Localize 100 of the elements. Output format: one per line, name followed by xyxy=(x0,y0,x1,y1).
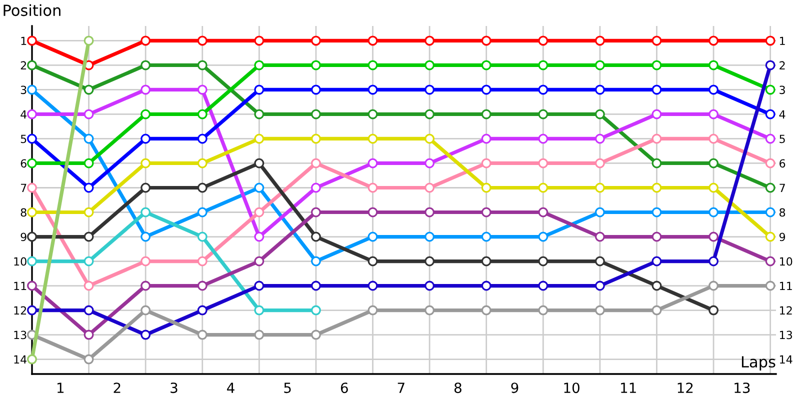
point xyxy=(84,330,94,340)
point xyxy=(254,330,264,340)
point xyxy=(652,158,662,168)
point xyxy=(538,60,548,70)
point xyxy=(481,36,492,46)
point xyxy=(765,60,776,70)
point xyxy=(424,60,435,70)
point xyxy=(197,182,208,193)
point xyxy=(765,109,776,120)
point xyxy=(197,60,208,70)
y2-tick-label: 14 xyxy=(780,355,792,364)
point xyxy=(652,207,662,218)
point xyxy=(652,305,662,316)
point xyxy=(27,256,37,266)
point xyxy=(84,256,94,266)
point xyxy=(594,182,605,193)
point xyxy=(594,36,605,46)
point xyxy=(765,84,776,95)
x-tick-label: 9 xyxy=(511,382,518,394)
point xyxy=(197,158,208,168)
point xyxy=(652,84,662,95)
point xyxy=(84,109,94,120)
y2-tick-label: 5 xyxy=(780,134,785,144)
point xyxy=(708,60,719,70)
y-tick-label: 6 xyxy=(20,159,26,168)
point xyxy=(368,207,378,218)
point xyxy=(481,207,492,218)
point xyxy=(197,134,208,144)
point xyxy=(197,280,208,291)
y-tick-label: 9 xyxy=(20,232,26,242)
point xyxy=(594,256,605,266)
point xyxy=(368,232,378,242)
y-tick-label: 11 xyxy=(14,282,26,290)
y2-tick-label: 8 xyxy=(780,208,786,217)
point xyxy=(197,207,208,218)
x-tick-label: 3 xyxy=(170,382,178,394)
point xyxy=(27,354,37,364)
point xyxy=(424,109,435,120)
point xyxy=(197,330,208,340)
point xyxy=(652,36,662,46)
point xyxy=(140,84,151,95)
point xyxy=(140,256,151,266)
point xyxy=(84,305,94,316)
point xyxy=(27,134,37,144)
x-tick-label: 4 xyxy=(227,382,234,393)
point xyxy=(254,256,264,266)
y-tick-label: 13 xyxy=(14,330,26,340)
point xyxy=(254,158,264,168)
point xyxy=(84,280,94,291)
point xyxy=(708,280,719,291)
point xyxy=(84,134,94,144)
y-axis-title: Position xyxy=(4,4,60,16)
point xyxy=(538,134,548,144)
y-tick-label: 3 xyxy=(20,86,26,94)
point xyxy=(254,84,264,95)
point xyxy=(708,158,719,168)
point xyxy=(481,158,492,168)
y-tick-label: 12 xyxy=(14,306,26,315)
x-tick-label: 11 xyxy=(621,382,636,393)
point xyxy=(708,305,719,316)
point xyxy=(481,134,492,144)
point xyxy=(481,84,492,95)
point xyxy=(140,158,151,168)
y2-tick-label: 9 xyxy=(779,232,786,242)
y-tick-label: 5 xyxy=(20,134,26,144)
point xyxy=(197,109,208,120)
point xyxy=(310,256,321,266)
point xyxy=(254,36,264,46)
point xyxy=(481,256,492,266)
y-tick-label: 2 xyxy=(20,61,26,70)
point xyxy=(310,158,321,168)
point xyxy=(310,280,321,291)
point xyxy=(84,84,94,95)
point xyxy=(538,182,548,193)
point xyxy=(368,280,378,291)
point xyxy=(27,84,37,95)
point xyxy=(594,232,605,242)
point xyxy=(368,109,378,120)
point xyxy=(765,207,776,218)
point xyxy=(84,158,94,168)
point xyxy=(652,60,662,70)
point xyxy=(424,280,435,291)
y2-tick-label: 3 xyxy=(780,86,785,94)
point xyxy=(27,36,37,46)
point xyxy=(538,280,548,291)
point xyxy=(140,134,151,144)
point xyxy=(708,134,719,144)
point xyxy=(27,305,37,316)
point xyxy=(538,256,548,266)
point xyxy=(765,182,776,193)
point xyxy=(27,60,37,70)
point xyxy=(197,36,208,46)
point xyxy=(765,256,776,266)
point xyxy=(481,182,492,193)
point xyxy=(481,280,492,291)
point xyxy=(368,84,378,95)
point xyxy=(424,232,435,242)
point xyxy=(652,280,662,291)
point xyxy=(765,158,776,168)
point xyxy=(708,84,719,95)
